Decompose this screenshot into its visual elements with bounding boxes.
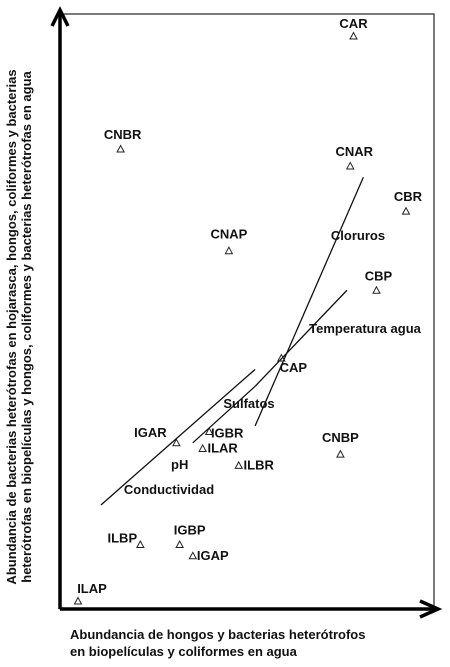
- point-marker-ilbr: [234, 460, 244, 469]
- x-axis-label: Abundancia de hongos y bacterias heterót…: [70, 626, 440, 660]
- point-label-cnbr: CNBR: [104, 127, 142, 142]
- point-label-ilar: ILAR: [207, 440, 238, 455]
- point-marker-cnap: [224, 246, 234, 255]
- point-marker-igar: [172, 438, 181, 447]
- vector-sulfatos: [192, 385, 256, 444]
- point-marker-ilar: [198, 443, 207, 452]
- point-marker-cbp: [372, 285, 381, 294]
- point-label-ilap: ILAP: [77, 581, 107, 596]
- point-marker-cnbp: [336, 449, 345, 458]
- vector-conductividad: [100, 368, 256, 506]
- point-marker-igap: [188, 551, 198, 560]
- vector-label-conductividad: Conductividad: [124, 482, 214, 497]
- point-label-cbr: CBR: [394, 189, 423, 204]
- vector-temperatura-agua: [254, 289, 348, 387]
- y-axis-label-line-2: heterótrofas en biopelículas y hongos, c…: [19, 71, 34, 583]
- y-axis-label-line-1: Abundancia de bacterias heterótrofas en …: [4, 69, 19, 585]
- point-marker-cbr: [401, 206, 411, 215]
- point-label-car: CAR: [339, 16, 368, 31]
- point-label-igbp: IGBP: [174, 523, 206, 538]
- point-label-igar: IGAR: [134, 425, 167, 440]
- x-axis-arrowhead: [419, 599, 443, 619]
- point-label-ilbp: ILBP: [108, 531, 138, 546]
- point-marker-cnar: [345, 161, 355, 170]
- vector-label-cloruros: Cloruros: [331, 228, 385, 243]
- y-axis-label: Abundancia de bacterias heterótrofas en …: [4, 32, 48, 622]
- vector-cloruros: [254, 176, 364, 427]
- point-label-igap: IGAP: [197, 548, 229, 563]
- point-label-igbr: IGBR: [211, 426, 244, 441]
- point-label-cnbp: CNBP: [322, 430, 359, 445]
- point-marker-ilap: [73, 596, 83, 605]
- point-label-ilbr: ILBR: [244, 457, 275, 472]
- vector-label-sulfatos: Sulfatos: [223, 396, 274, 411]
- point-marker-cnbr: [116, 144, 125, 153]
- plot-frame: [59, 13, 435, 610]
- point-marker-cap: [277, 353, 286, 362]
- point-label-ph: pH: [171, 457, 188, 472]
- point-label-cnar: CNAR: [335, 144, 373, 159]
- point-label-cbp: CBP: [365, 268, 393, 283]
- vector-label-temperatura-agua: Temperatura agua: [309, 321, 422, 336]
- point-marker-igbp: [175, 539, 185, 548]
- point-marker-ilbp: [135, 539, 145, 548]
- y-axis-arrowhead: [50, 6, 70, 27]
- point-label-cap: CAP: [280, 360, 308, 375]
- environmental-vectors: Cloruros Temperatura agua Sulfatos Conducti…: [100, 176, 422, 506]
- x-axis-label-line-1: Abundancia de hongos y bacterias heterót…: [70, 627, 366, 642]
- point-marker-car: [349, 31, 358, 40]
- point-marker-igbr: [204, 426, 214, 435]
- point-label-cnap: CNAP: [210, 227, 247, 242]
- x-axis-label-line-2: en biopelículas y coliformes en agua: [70, 644, 297, 659]
